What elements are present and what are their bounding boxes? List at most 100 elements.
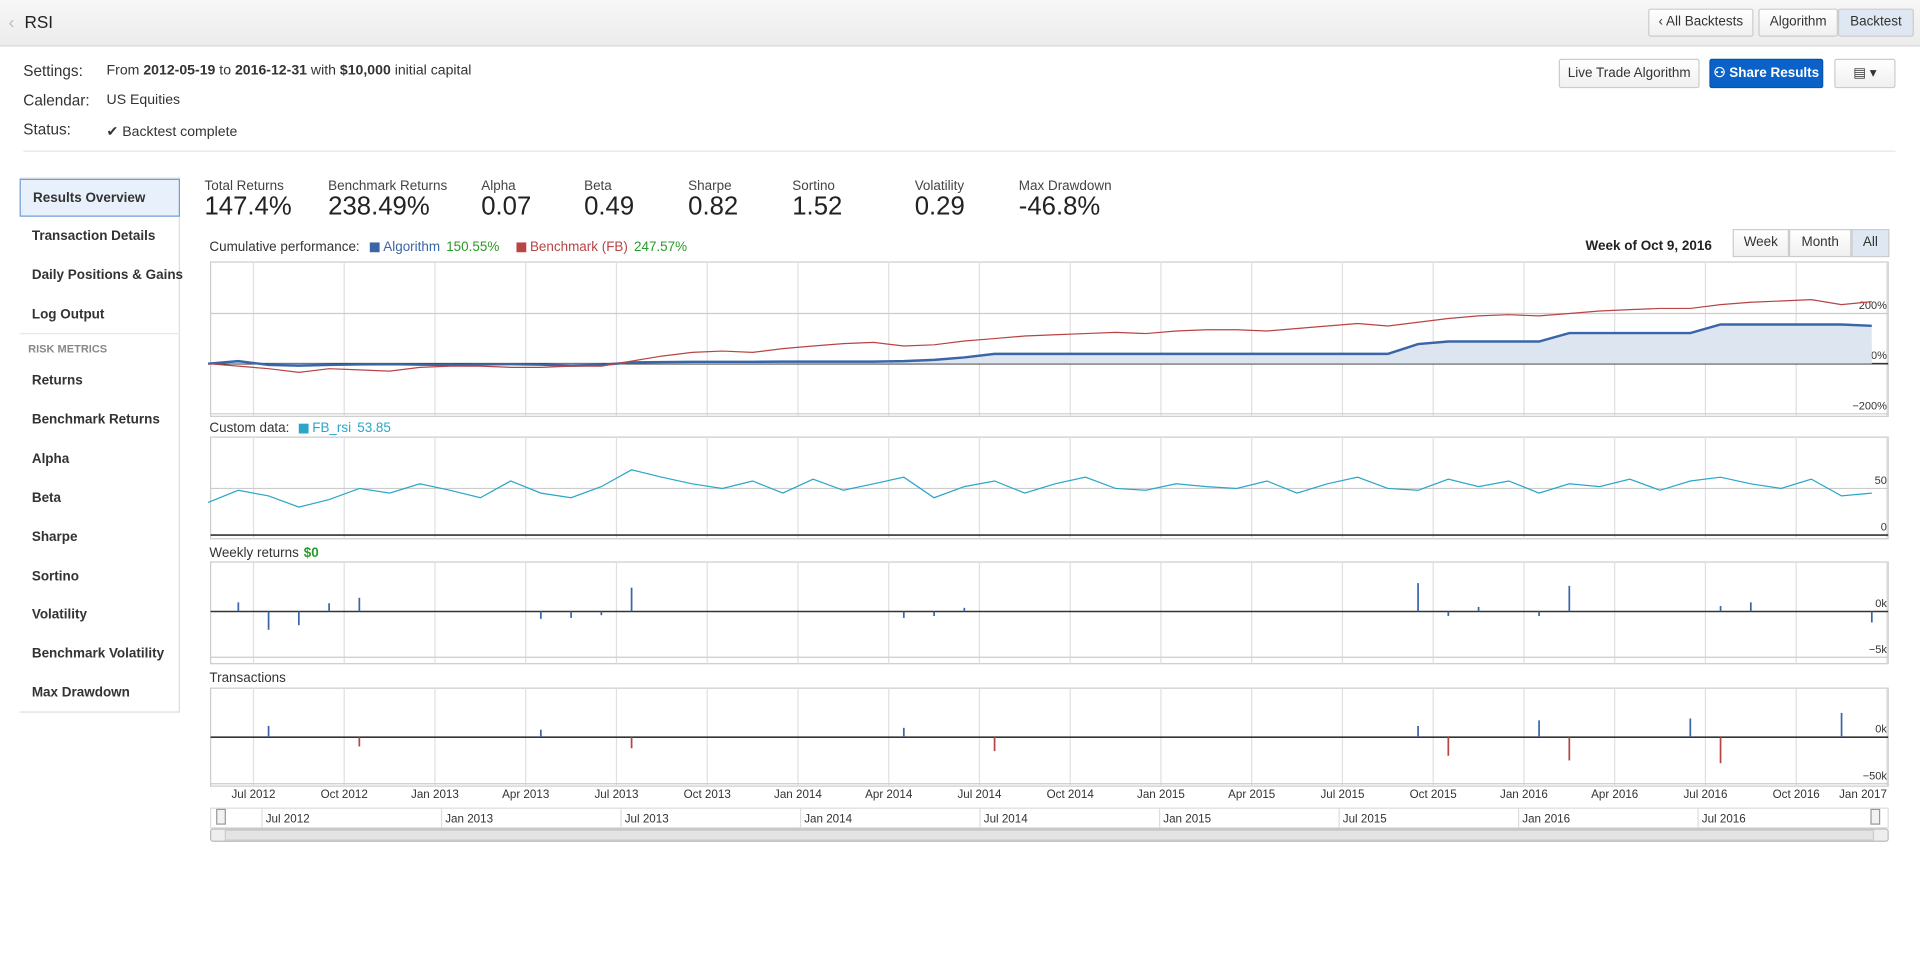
bar — [1477, 606, 1480, 612]
capital: $10,000 — [339, 63, 391, 79]
sidebar-item[interactable]: Sharpe — [31, 529, 78, 545]
nav-label: Algorithm — [1769, 14, 1827, 30]
range-button[interactable]: Month — [1788, 228, 1852, 258]
x-tick-label: Jul 2016 — [1683, 788, 1727, 801]
navigator-label: Jan 2013 — [445, 812, 493, 825]
status-label: Status: — [23, 121, 71, 139]
nav-button[interactable]: ‹ All Backtests — [1648, 8, 1754, 37]
bar — [1749, 602, 1752, 612]
sidebar-item[interactable]: Alpha — [31, 451, 70, 467]
bar — [237, 602, 240, 612]
sidebar-item[interactable]: Log Output — [31, 307, 105, 323]
legend-value: 150.55% — [446, 239, 499, 254]
navigator-label: Jan 2016 — [1522, 812, 1570, 825]
bar — [297, 611, 300, 626]
bar — [1417, 725, 1419, 738]
nav-button-active[interactable]: Backtest — [1837, 8, 1914, 37]
navigator-label: Jul 2015 — [1343, 812, 1387, 825]
line — [207, 299, 1872, 373]
x-tick-label: Oct 2014 — [1047, 788, 1095, 801]
area — [208, 324, 1872, 366]
x-tick-label: Oct 2015 — [1410, 788, 1457, 801]
navigator-label: Jul 2012 — [266, 812, 310, 825]
bar — [933, 611, 935, 617]
x-tick-label: Apr 2015 — [1228, 788, 1275, 801]
stat-value: 0.49 — [584, 192, 635, 221]
panel-title: Weekly returns — [209, 545, 299, 560]
sidebar-item[interactable]: Volatility — [31, 607, 87, 623]
bar — [1689, 718, 1692, 738]
sidebar-item[interactable]: Sortino — [31, 568, 79, 584]
navigator-handle[interactable] — [216, 808, 226, 825]
bar — [630, 737, 633, 749]
menu-button[interactable]: ▤ ▾ — [1834, 58, 1896, 89]
scrollbar-thumb — [224, 829, 1875, 841]
sidebar-item[interactable]: Benchmark Returns — [31, 412, 160, 428]
sidebar-item[interactable]: Returns — [31, 373, 83, 389]
page-title: RSI — [24, 12, 54, 32]
sidebar-item-active[interactable]: Results Overview — [19, 178, 181, 217]
bar — [963, 607, 966, 612]
bar — [328, 603, 330, 612]
back-icon[interactable]: ‹ — [8, 12, 15, 32]
sidebar-section: RISK METRICS — [28, 342, 108, 356]
sidebar-item[interactable]: Daily Positions & Gains — [31, 268, 184, 283]
range-button-active[interactable]: All — [1851, 228, 1890, 258]
button-label: Live Trade Algorithm — [1567, 66, 1691, 81]
x-tick-label: Jan 2014 — [774, 788, 822, 801]
stat-label: Beta — [584, 178, 612, 194]
live-trade-button[interactable]: Live Trade Algorithm — [1558, 58, 1700, 89]
x-tick-label: Jan 2016 — [1500, 788, 1548, 801]
line — [207, 323, 1872, 367]
status-value: ✔ Backtest complete — [106, 124, 238, 140]
navigator-handle[interactable] — [1870, 808, 1881, 825]
sidebar-item[interactable]: Transaction Details — [31, 228, 156, 244]
stat-value: 0.82 — [688, 192, 739, 221]
x-tick-label: Jan 2013 — [411, 788, 459, 801]
navigator-label: Jan 2015 — [1163, 812, 1211, 825]
bar — [1447, 611, 1450, 617]
bar — [1538, 611, 1540, 617]
divider — [19, 333, 181, 335]
end-date: 2016-12-31 — [234, 63, 307, 79]
bar — [1568, 585, 1571, 612]
bar — [902, 611, 905, 618]
sidebar-item[interactable]: Beta — [31, 490, 62, 506]
bar — [539, 729, 542, 738]
nav-button[interactable]: Algorithm — [1758, 8, 1838, 37]
x-tick-label: Jul 2012 — [231, 788, 275, 801]
x-tick-label: Oct 2013 — [684, 788, 731, 801]
sidebar-item[interactable]: Benchmark Volatility — [31, 646, 165, 662]
bar — [358, 597, 361, 612]
bar — [358, 737, 361, 747]
stat-label: Sortino — [792, 178, 835, 194]
share-button[interactable]: ⚇ Share Results — [1709, 58, 1824, 89]
nav-label: Backtest — [1850, 14, 1902, 30]
bar — [267, 611, 270, 630]
sidebar: Results Overview Transaction Details Daily… — [19, 177, 184, 713]
sidebar-item[interactable]: Max Drawdown — [31, 685, 130, 701]
calendar-label: Calendar: — [23, 91, 90, 109]
panel-title: Custom data: — [209, 420, 289, 435]
legend-name: Benchmark (FB) — [530, 239, 628, 254]
bar — [993, 737, 996, 752]
button-label: Share Results — [1729, 66, 1820, 81]
bar — [1447, 737, 1450, 756]
bar — [1568, 737, 1571, 761]
y-tick-label: 0% — [1871, 350, 1887, 362]
panel-title: Cumulative performance: — [209, 239, 359, 254]
legend-name: FB_rsi — [312, 420, 351, 435]
line — [207, 469, 1872, 508]
stat-value: 0.07 — [481, 192, 532, 221]
x-tick-label: Oct 2016 — [1773, 788, 1820, 801]
x-tick-label: Apr 2013 — [502, 788, 549, 801]
text: with — [310, 63, 336, 79]
text: initial capital — [394, 63, 472, 79]
stat-label: Benchmark Returns — [328, 178, 448, 194]
divider — [23, 150, 1896, 152]
range-button[interactable]: Week — [1732, 228, 1789, 258]
bar — [570, 611, 572, 618]
bar — [902, 727, 905, 738]
